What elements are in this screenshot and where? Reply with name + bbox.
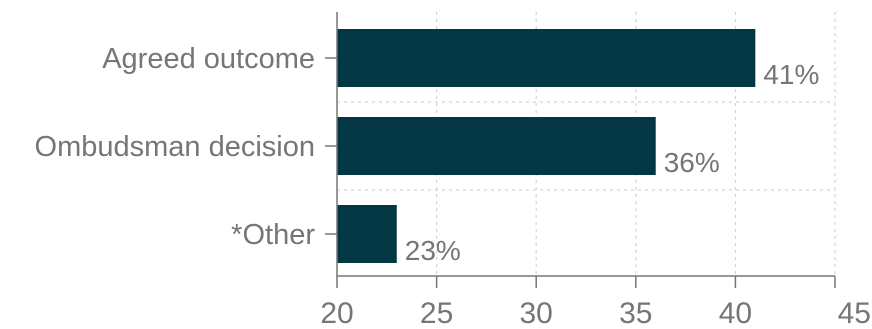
category-label: Ombudsman decision (35, 131, 315, 163)
axes (325, 12, 836, 288)
x-tick-label: 30 (520, 297, 553, 329)
bar-1 (337, 117, 656, 175)
x-tick-label: 25 (420, 297, 453, 329)
x-tick-label: 35 (619, 297, 652, 329)
bars (337, 29, 756, 263)
x-tick-label: 20 (320, 297, 353, 329)
category-label: Agreed outcome (102, 43, 315, 75)
data-label: 41% (763, 59, 819, 90)
x-tick-label: 45 (838, 297, 871, 329)
bar-0 (337, 29, 756, 87)
data-label: 23% (405, 235, 461, 266)
x-tick-label: 40 (719, 297, 752, 329)
data-label: 36% (664, 147, 720, 178)
bar-2 (337, 205, 397, 263)
category-label: *Other (231, 219, 315, 251)
labels: Agreed outcome Ombudsman decision *Other 20… (35, 43, 871, 329)
